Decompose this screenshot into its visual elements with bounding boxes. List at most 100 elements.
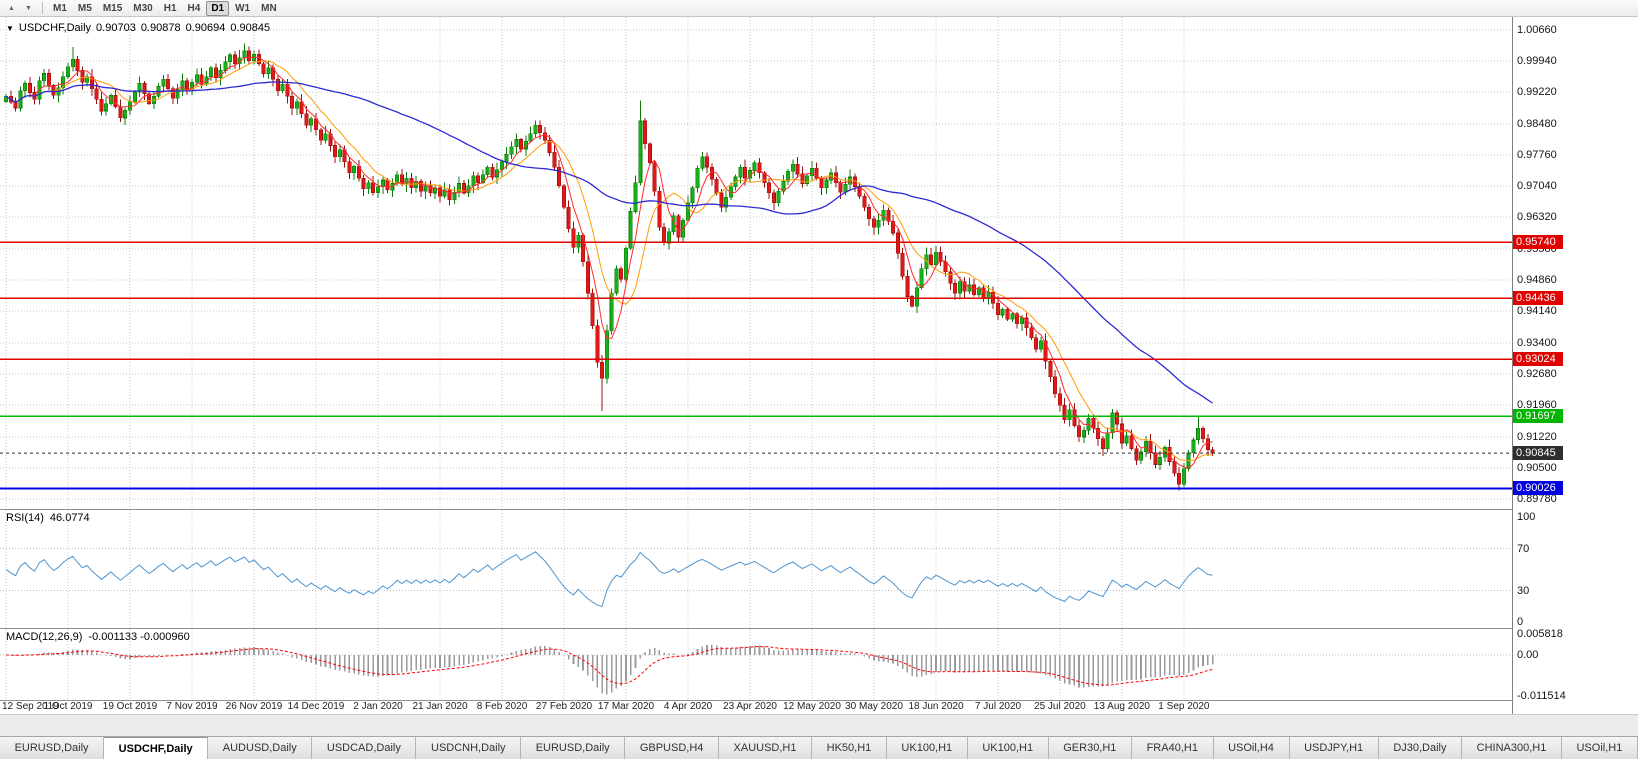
ma-50-line: [5, 81, 1213, 404]
macd-histogram: [10, 644, 1214, 695]
chart-tab-gbpusd-h4[interactable]: GBPUSD,H4: [625, 737, 719, 759]
date-axis-separator: [0, 700, 1638, 701]
price-axis-label: 0.98480: [1517, 118, 1557, 130]
candles-layer: [4, 43, 1215, 491]
chart-tab-usoil-h1[interactable]: USOil,H1: [1561, 737, 1638, 759]
price-axis[interactable]: 1.00660 0.99940 0.99220 0.98480 0.97760 0.970…: [1512, 17, 1638, 714]
date-label: 25 Jul 2020: [1034, 701, 1086, 712]
chart-tab-usdcad-daily[interactable]: USDCAD,Daily: [312, 737, 417, 759]
chart-tab-usdchf-daily[interactable]: USDCHF,Daily: [104, 737, 209, 759]
macd-axis-label: 0.005818: [1517, 628, 1563, 641]
price-level-tag: 0.95740: [1513, 235, 1563, 250]
chart-tab-china300-h1[interactable]: CHINA300,H1: [1462, 737, 1562, 759]
chart-tab-eurusd-daily[interactable]: EURUSD,Daily: [0, 737, 105, 759]
timeframe-button-d1[interactable]: D1: [206, 0, 230, 16]
timeframe-button-m5[interactable]: M5: [77, 2, 92, 14]
rsi-axis-label: 70: [1517, 542, 1530, 555]
price-axis-label: 0.97760: [1517, 149, 1557, 161]
timeframe-button-mn[interactable]: MN: [261, 2, 277, 14]
date-label: 4 Apr 2020: [663, 701, 713, 712]
price-axis-label: 0.89780: [1517, 493, 1557, 505]
timeframe-button-w1[interactable]: W1: [235, 2, 251, 14]
panel-separator-macd[interactable]: [0, 628, 1638, 629]
date-label: 12 Sep 2019: [2, 701, 59, 712]
price-axis-label: 0.99220: [1517, 86, 1557, 99]
chart-tab-dj30-daily[interactable]: DJ30,Daily: [1378, 737, 1463, 759]
macd-signal-line: [5, 646, 1213, 686]
auto-scroll-icon[interactable]: ▲: [8, 4, 15, 12]
date-label: 21 Jan 2020: [412, 701, 468, 712]
price-axis-label: 0.94140: [1517, 305, 1557, 318]
price-axis-label: 0.90500: [1517, 462, 1557, 474]
chart-tab-hk50-h1[interactable]: HK50,H1: [812, 737, 887, 759]
date-axis[interactable]: 12 Sep 2019 1 Oct 2019 19 Oct 2019 7 Nov 20…: [0, 701, 1512, 714]
chart-tab-xauusd-h1[interactable]: XAUUSD,H1: [718, 737, 813, 759]
chart-shift-icon[interactable]: ▼: [25, 4, 32, 12]
macd-axis-label: 0.00: [1517, 649, 1539, 661]
timeframe-button-m15[interactable]: M15: [102, 2, 123, 14]
price-axis-label: 0.93400: [1517, 337, 1557, 349]
rsi-grid-layer: [5, 510, 1185, 628]
macd-panel-canvas[interactable]: [0, 628, 1512, 700]
price-axis-label: 0.92680: [1517, 368, 1557, 380]
chart-tab-uk100-h1[interactable]: UK100,H1: [886, 737, 968, 759]
macd-axis-label: -0.011514: [1517, 690, 1566, 703]
price-level-tag: 0.91697: [1513, 409, 1563, 424]
chart-area: ▼ USDCHF,Daily 0.90703 0.90878 0.90694 0…: [0, 17, 1638, 714]
price-axis-label: 0.97040: [1517, 180, 1557, 193]
price-axis-label: 1.00660: [1517, 24, 1557, 36]
date-label: 26 Nov 2019: [225, 701, 283, 712]
date-label: 1 Sep 2020: [1158, 701, 1210, 712]
date-label: 2 Jan 2020: [353, 701, 403, 712]
toolbar-icons: ▲ ▼: [3, 1, 37, 16]
tab-bar: EURUSD,Daily USDCHF,Daily AUDUSD,Daily USDC…: [0, 736, 1638, 759]
chart-tab-audusd-daily[interactable]: AUDUSD,Daily: [208, 737, 313, 759]
date-label: 7 Jul 2020: [974, 701, 1022, 712]
date-label: 7 Nov 2019: [166, 701, 218, 712]
date-label: 18 Jun 2020: [908, 701, 964, 712]
date-label: 23 Apr 2020: [723, 701, 777, 712]
timeframe-buttons: M1 M5 M15 M30 H1 H4 D1 W1 MN: [48, 0, 282, 16]
chart-tab-eurusd-daily[interactable]: EURUSD,Daily: [521, 737, 626, 759]
panel-separator-rsi[interactable]: [0, 509, 1638, 510]
price-axis-label: 0.99940: [1517, 55, 1557, 67]
main-chart-canvas[interactable]: [0, 17, 1512, 509]
price-axis-label: 0.96320: [1517, 211, 1557, 224]
date-label: 1 Oct 2019: [43, 701, 93, 712]
chart-tab-usdjpy-h1[interactable]: USDJPY,H1: [1289, 737, 1379, 759]
timeframe-button-m30[interactable]: M30: [133, 2, 153, 14]
date-label: 13 Aug 2020: [1093, 701, 1150, 712]
date-label: 27 Feb 2020: [535, 701, 593, 712]
toolbar-separator: [42, 2, 43, 14]
timeframe-button-m1[interactable]: M1: [53, 2, 67, 14]
rsi-axis-label: 0: [1517, 616, 1524, 628]
rsi-axis-label: 100: [1517, 511, 1536, 523]
price-level-tag: 0.93024: [1513, 352, 1563, 367]
rsi-line: [5, 551, 1213, 607]
current-price-tag: 0.90845: [1513, 446, 1563, 461]
chart-tab-uk100-h1[interactable]: UK100,H1: [967, 737, 1049, 759]
date-label: 8 Feb 2020: [476, 701, 528, 712]
timeframe-button-h1[interactable]: H1: [163, 2, 177, 14]
toolbar: ▲ ▼ M1 M5 M15 M30 H1 H4 D1 W1 MN: [0, 0, 1638, 17]
rsi-panel-canvas[interactable]: [0, 509, 1512, 628]
date-label: 12 May 2020: [783, 701, 841, 712]
chart-tab-ger30-h1[interactable]: GER30,H1: [1048, 737, 1133, 759]
price-axis-label: 0.91960: [1517, 399, 1557, 412]
ma-5-line: [5, 56, 1213, 469]
price-axis-label: 0.91220: [1517, 431, 1557, 443]
rsi-axis-label: 30: [1517, 584, 1530, 597]
grid-layer: [0, 17, 1512, 509]
ma-10-line: [5, 60, 1213, 461]
date-label: 17 Mar 2020: [597, 701, 655, 712]
chart-tab-usoil-h4[interactable]: USOil,H4: [1213, 737, 1290, 759]
date-label: 19 Oct 2019: [102, 701, 158, 712]
price-level-tag: 0.90026: [1513, 481, 1563, 496]
timeframe-button-h4[interactable]: H4: [187, 2, 201, 14]
date-label: 14 Dec 2019: [287, 701, 345, 712]
price-level-tag: 0.94436: [1513, 291, 1563, 306]
status-strip: [0, 714, 1638, 736]
chart-tab-fra40-h1[interactable]: FRA40,H1: [1132, 737, 1214, 759]
chart-tab-usdcnh-daily[interactable]: USDCNH,Daily: [416, 737, 522, 759]
